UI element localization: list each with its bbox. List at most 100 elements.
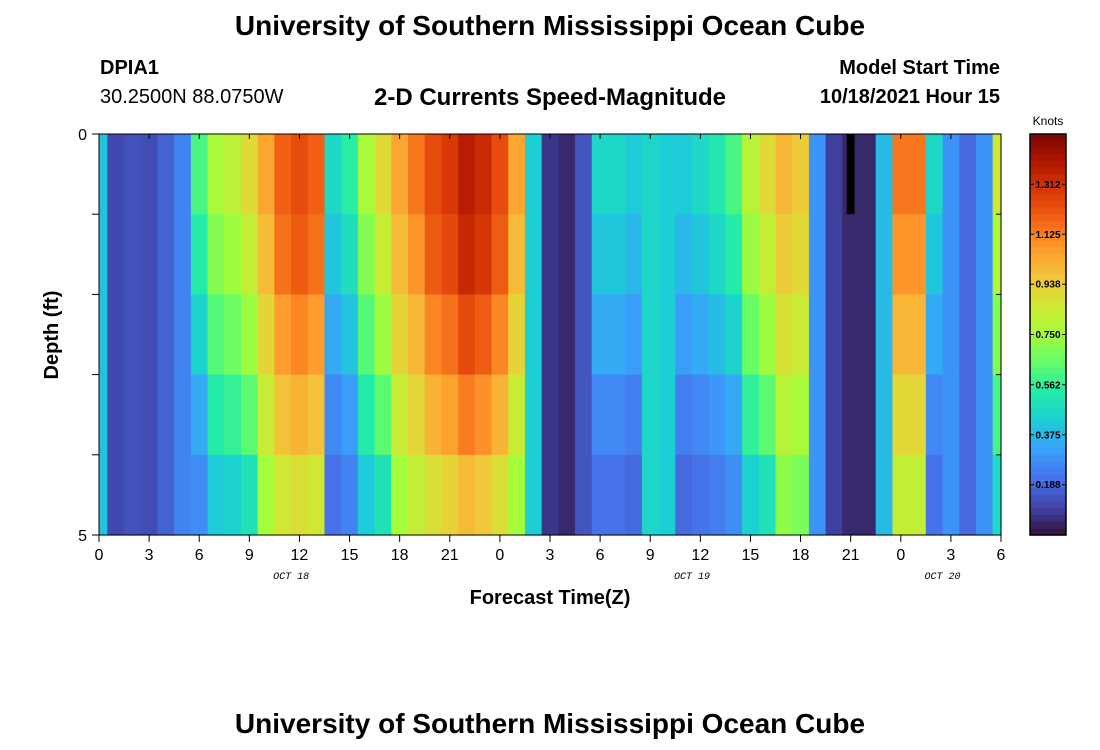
heatmap-cell	[591, 454, 601, 536]
heatmap-cell	[975, 214, 985, 295]
heatmap-cell	[942, 454, 952, 536]
heatmap-cell	[324, 294, 334, 376]
heatmap-cell	[575, 134, 585, 215]
heatmap-cell	[925, 134, 935, 215]
heatmap-cell	[366, 454, 376, 536]
heatmap-cell	[575, 294, 585, 376]
heatmap-cell	[99, 454, 108, 536]
heatmap-cell	[666, 134, 676, 215]
heatmap-cell	[700, 454, 710, 536]
heatmap-cell	[274, 294, 284, 376]
heatmap-cell	[107, 374, 117, 456]
heatmap-cell	[675, 374, 685, 456]
heatmap-cell	[266, 454, 275, 536]
heatmap-cell	[274, 454, 284, 536]
heatmap-cell	[758, 374, 768, 456]
x-tick-label: 9	[646, 547, 655, 564]
heatmap-cell	[625, 134, 635, 215]
heatmap-cell	[99, 134, 108, 215]
heatmap-cell	[700, 134, 710, 215]
colorbar-segment	[1030, 521, 1066, 529]
heatmap-cell	[516, 454, 526, 536]
colorbar-segment	[1030, 448, 1066, 456]
heatmap-cell	[558, 294, 568, 376]
heatmap-cell	[967, 294, 977, 376]
heatmap-cell	[107, 214, 117, 295]
heatmap-cell	[157, 214, 167, 295]
heatmap-cell	[975, 454, 985, 536]
heatmap-cell	[591, 294, 601, 376]
heatmap-cell	[917, 134, 927, 215]
heatmap-cell	[984, 214, 994, 295]
heatmap-cell	[842, 294, 852, 376]
colorbar-segment	[1030, 488, 1066, 496]
heatmap-cell	[382, 214, 392, 295]
heatmap-cell	[892, 454, 902, 536]
station-id: DPIA1	[100, 57, 159, 79]
heatmap-cell	[115, 134, 125, 215]
heatmap-cell	[867, 454, 877, 536]
heatmap-cell	[541, 134, 551, 215]
heatmap-cell	[249, 134, 259, 215]
heatmap-cell	[499, 134, 509, 215]
heatmap-cell	[917, 374, 927, 456]
x-tick-label: 21	[441, 547, 459, 564]
colorbar-segment	[1030, 314, 1066, 322]
colorbar-segment	[1030, 374, 1066, 382]
heatmap-cell	[182, 454, 192, 536]
heatmap-cell	[708, 454, 718, 536]
colorbar-segment	[1030, 501, 1066, 509]
heatmap-cell	[600, 374, 610, 456]
heatmap-cell	[650, 454, 660, 536]
heatmap-cell	[483, 214, 493, 295]
heatmap-cell	[307, 134, 317, 215]
heatmap-cell	[967, 454, 977, 536]
heatmap-cell	[633, 214, 643, 295]
heatmap-cell	[600, 294, 610, 376]
heatmap-cell	[942, 294, 952, 376]
heatmap-cell	[875, 134, 885, 215]
heatmap-cell	[199, 134, 209, 215]
heatmap-cell	[817, 134, 827, 215]
heatmap-cell	[708, 214, 718, 295]
heatmap-cell	[324, 214, 334, 295]
heatmap-cell	[633, 374, 643, 456]
heatmap-cell	[675, 294, 685, 376]
x-tick-label: 18	[792, 547, 810, 564]
heatmap-cell	[859, 134, 868, 215]
heatmap-cell	[975, 294, 985, 376]
heatmap-cell	[516, 134, 526, 215]
heatmap-cell	[675, 214, 685, 295]
heatmap-cell	[232, 214, 242, 295]
x-tick-label: 3	[145, 547, 154, 564]
heatmap-cell	[357, 374, 367, 456]
heatmap-cell	[466, 214, 476, 295]
heatmap-cell	[232, 134, 242, 215]
heatmap-cell	[382, 294, 392, 376]
heatmap-cell	[767, 294, 777, 376]
heatmap-cell	[399, 374, 409, 456]
heatmap-cell	[917, 454, 927, 536]
heatmap-cell	[533, 374, 543, 456]
heatmap-cell	[550, 374, 559, 456]
heatmap-cell	[458, 454, 468, 536]
heatmap-cell	[658, 214, 668, 295]
heatmap-cell	[967, 134, 977, 215]
colorbar-segment	[1030, 341, 1066, 349]
heatmap-cell	[909, 294, 919, 376]
heatmap-cell	[132, 454, 142, 536]
heatmap-cell	[140, 294, 150, 376]
heatmap-cell	[942, 134, 952, 215]
heatmap-cell	[174, 214, 184, 295]
chart-title: University of Southern Mississippi Ocean…	[234, 10, 866, 41]
heatmap-cell	[307, 214, 317, 295]
heatmap-cell	[792, 214, 802, 295]
colorbar-segment	[1030, 334, 1066, 342]
heatmap-cell	[207, 134, 217, 215]
heatmap-cell	[508, 374, 518, 456]
colorbar-segment	[1030, 307, 1066, 316]
heatmap-cell	[775, 454, 785, 536]
colorbar-segment	[1030, 441, 1066, 449]
heatmap-cell	[508, 214, 518, 295]
